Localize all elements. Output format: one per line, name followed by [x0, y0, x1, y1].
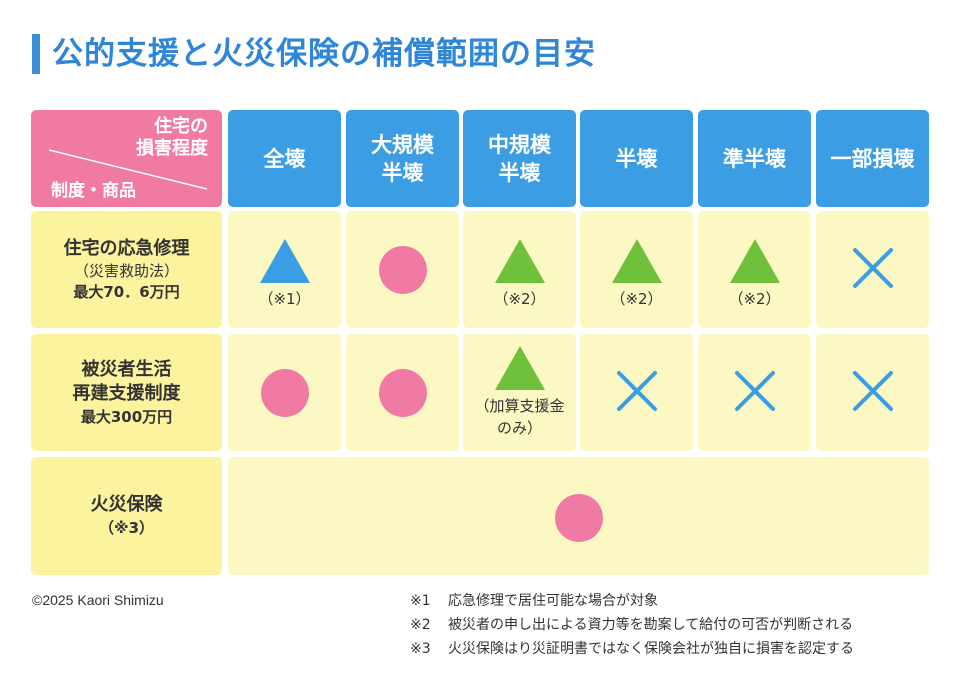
table-cell [816, 211, 929, 328]
row-header-limit: 最大70．6万円 [73, 282, 180, 301]
table-corner-header: 住宅の 損害程度 制度・商品 [31, 110, 222, 207]
merged-cell [228, 457, 929, 575]
column-header: 一部損壊 [816, 110, 929, 207]
column-header-line: 大規模 [371, 132, 434, 157]
cross-mark [851, 246, 895, 290]
row-header: 被災者生活 再建支援制度 最大300万円 [31, 334, 222, 451]
column-header-line: 中規模 [488, 132, 551, 157]
diagonal-divider [48, 149, 208, 190]
row-header-limit: 最大300万円 [80, 407, 173, 426]
column-header-line: 一部損壊 [830, 146, 915, 171]
table-cell [816, 334, 929, 451]
row-header: 住宅の応急修理 （災害救助法） 最大70．6万円 [31, 211, 222, 328]
cell-note: のみ） [496, 419, 542, 437]
circle-mark [260, 369, 309, 417]
footnote: ※2 被災者の申し出による資力等を勘案して給付の可否が判断される [410, 617, 854, 633]
table-cell [580, 334, 693, 451]
cross-mark [733, 369, 777, 413]
row-header-name: 住宅の応急修理 [63, 237, 190, 259]
cell-note: （※2） [728, 290, 781, 308]
row-header-name: 再建支援制度 [72, 382, 181, 404]
copyright: ©2025 Kaori Shimizu [32, 592, 164, 608]
table-cell: （※1） [228, 211, 341, 328]
column-header-line: 半壊 [381, 160, 424, 185]
column-header-label: 中規模 半壊 [488, 131, 551, 187]
triangle-mark [494, 239, 545, 283]
table-cell: （※2） [698, 211, 811, 328]
row-header-name: 被災者生活 [81, 358, 172, 380]
cell-note: （※1） [258, 290, 311, 308]
column-header: 半壊 [580, 110, 693, 207]
corner-system-label: 制度・商品 [51, 181, 136, 201]
table-cell [698, 334, 811, 451]
circle-mark [378, 369, 427, 417]
cross-mark [615, 369, 659, 413]
footnote: ※1 応急修理で居住可能な場合が対象 [410, 593, 658, 609]
table-cell [228, 334, 341, 451]
column-header: 中規模 半壊 [463, 110, 576, 207]
column-header-line: 半壊 [498, 160, 541, 185]
column-header-label: 準半壊 [723, 145, 786, 173]
column-header-label: 半壊 [616, 145, 658, 173]
column-header-line: 全壊 [263, 146, 306, 171]
row-header: 火災保険 （※3） [31, 457, 222, 575]
table-cell: （※2） [463, 211, 576, 328]
row-header-sub: （災害救助法） [73, 261, 179, 280]
triangle-mark [729, 239, 780, 283]
table-cell: （加算支援金 のみ） [463, 334, 576, 451]
column-header-label: 全壊 [264, 145, 306, 173]
triangle-mark [611, 239, 662, 283]
column-header: 全壊 [228, 110, 341, 207]
table-cell: （※2） [580, 211, 693, 328]
page-title: 公的支援と火災保険の補償範囲の目安 [52, 36, 596, 72]
cell-note: （加算支援金 [474, 397, 565, 415]
column-header: 準半壊 [698, 110, 811, 207]
cell-note: （※2） [610, 290, 663, 308]
footnotes: ※1 応急修理で居住可能な場合が対象 ※2 被災者の申し出による資力等を勘案して給付… [410, 592, 854, 664]
triangle-mark [494, 346, 545, 390]
column-header-label: 一部損壊 [831, 145, 915, 173]
title-accent-bar [32, 34, 40, 74]
row-header-name: 火災保険 [90, 494, 163, 515]
triangle-mark [259, 239, 310, 283]
table-cell [346, 334, 459, 451]
column-header-label: 大規模 半壊 [371, 131, 434, 187]
circle-mark [378, 246, 427, 294]
column-header-line: 準半壊 [723, 146, 786, 171]
cross-mark [851, 369, 895, 413]
table-cell [346, 211, 459, 328]
circle-mark [554, 494, 603, 542]
footnote: ※3 火災保険はり災証明書ではなく保険会社が独自に損害を認定する [410, 641, 854, 657]
corner-damage-label: 住宅の 損害程度 [136, 116, 208, 159]
column-header-line: 半壊 [615, 146, 658, 171]
cell-note: （※2） [493, 290, 546, 308]
column-header: 大規模 半壊 [346, 110, 459, 207]
row-header-sub: （※3） [98, 519, 155, 537]
